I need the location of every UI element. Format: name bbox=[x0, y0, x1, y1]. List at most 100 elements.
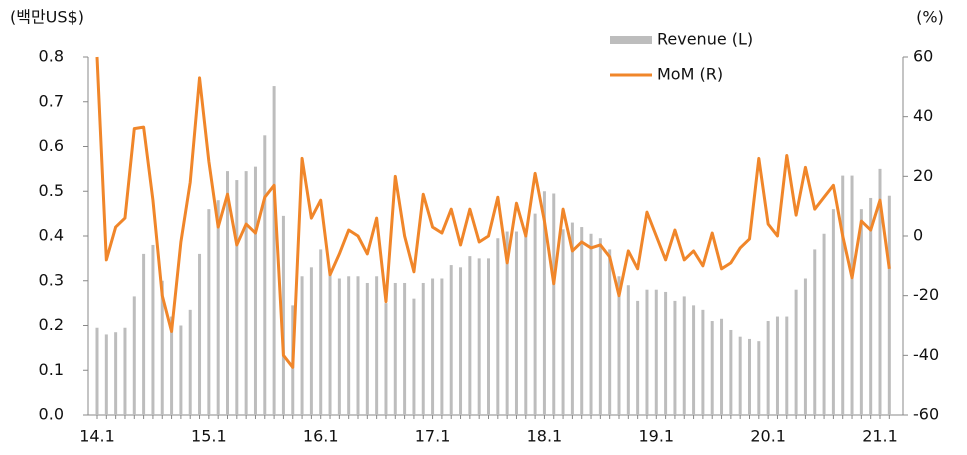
y2-tick-label: 20 bbox=[913, 166, 933, 185]
bar bbox=[142, 253, 146, 415]
bar bbox=[132, 296, 136, 415]
bar bbox=[598, 238, 602, 415]
bar bbox=[887, 195, 891, 415]
bar bbox=[524, 236, 528, 415]
bar bbox=[123, 327, 127, 415]
bar bbox=[477, 258, 481, 415]
y-tick-label: 0.8 bbox=[39, 47, 64, 66]
bar bbox=[794, 289, 798, 415]
bar bbox=[496, 238, 500, 415]
y-tick-label: 0.5 bbox=[39, 181, 64, 200]
bar bbox=[589, 233, 593, 415]
bar bbox=[160, 280, 164, 415]
x-tick-label: 21.1 bbox=[862, 427, 898, 446]
y-tick-label: 0.1 bbox=[39, 360, 64, 379]
y-tick-label: 0.2 bbox=[39, 315, 64, 334]
x-tick-label: 19.1 bbox=[638, 427, 674, 446]
bar bbox=[710, 321, 714, 415]
bar bbox=[281, 215, 285, 415]
bar bbox=[375, 276, 379, 415]
bar bbox=[692, 305, 696, 415]
y2-axis-label: (%) bbox=[916, 8, 944, 27]
bar bbox=[263, 135, 267, 415]
y2-tick-label: 40 bbox=[913, 106, 933, 125]
bar bbox=[542, 191, 546, 415]
bar bbox=[188, 309, 192, 415]
bar bbox=[664, 291, 668, 415]
bar bbox=[235, 180, 239, 415]
bar bbox=[869, 197, 873, 415]
y-tick-label: 0.6 bbox=[39, 136, 64, 155]
bar bbox=[775, 316, 779, 415]
bar bbox=[729, 329, 733, 415]
bar bbox=[393, 282, 397, 415]
x-tick-label: 16.1 bbox=[303, 427, 339, 446]
bar bbox=[748, 338, 751, 415]
bar bbox=[356, 276, 360, 415]
bar bbox=[617, 276, 621, 415]
y2-tick-label: -20 bbox=[913, 285, 939, 304]
bar bbox=[309, 267, 313, 415]
bar bbox=[831, 209, 835, 415]
bar bbox=[552, 193, 556, 415]
legend-swatch bbox=[610, 36, 652, 44]
y2-tick-label: -40 bbox=[913, 345, 939, 364]
x-tick-label: 20.1 bbox=[750, 427, 786, 446]
bar bbox=[95, 327, 99, 415]
bar bbox=[151, 244, 155, 415]
bar bbox=[487, 258, 490, 415]
y2-tick-label: 0 bbox=[913, 226, 923, 245]
bar bbox=[673, 300, 677, 415]
bar bbox=[878, 168, 882, 415]
bar bbox=[272, 86, 276, 416]
y-tick-label: 0.4 bbox=[39, 226, 64, 245]
bar bbox=[412, 298, 416, 415]
bar bbox=[179, 325, 183, 415]
mom-line bbox=[95, 56, 891, 369]
bar bbox=[449, 265, 453, 415]
bar bbox=[319, 249, 323, 415]
bar bbox=[636, 300, 640, 415]
x-tick-label: 15.1 bbox=[191, 427, 227, 446]
y-axis-label: (백만US$) bbox=[10, 8, 84, 27]
bar bbox=[720, 318, 724, 415]
bar bbox=[421, 282, 425, 415]
y2-tick-label: -60 bbox=[913, 405, 939, 424]
bar bbox=[766, 321, 770, 415]
bar bbox=[198, 253, 202, 415]
bar bbox=[841, 175, 845, 415]
bar bbox=[253, 166, 257, 415]
bar bbox=[570, 222, 574, 415]
y2-tick-label: 60 bbox=[913, 47, 933, 66]
bar bbox=[850, 175, 854, 415]
bar bbox=[608, 249, 612, 415]
bar bbox=[216, 200, 220, 415]
bar bbox=[580, 227, 584, 415]
bar bbox=[757, 341, 761, 415]
legend-label: Revenue (L) bbox=[657, 30, 753, 49]
x-tick-label: 18.1 bbox=[527, 427, 563, 446]
bar bbox=[440, 278, 444, 415]
bar bbox=[813, 249, 817, 415]
bar bbox=[682, 296, 686, 415]
bar bbox=[803, 278, 807, 415]
bar bbox=[403, 282, 407, 415]
y-tick-label: 0.7 bbox=[39, 91, 64, 110]
bar bbox=[654, 289, 658, 415]
bar bbox=[365, 282, 369, 415]
bar bbox=[514, 231, 518, 415]
bar bbox=[347, 276, 351, 415]
bar bbox=[300, 276, 304, 415]
bar bbox=[170, 316, 174, 415]
bar bbox=[533, 213, 537, 415]
bar bbox=[459, 267, 463, 415]
bar bbox=[207, 209, 211, 415]
bar bbox=[738, 336, 742, 415]
bar bbox=[114, 332, 118, 415]
bar bbox=[505, 231, 509, 415]
bar bbox=[244, 171, 248, 415]
x-tick-label: 14.1 bbox=[79, 427, 115, 446]
bar bbox=[645, 289, 649, 415]
bar bbox=[337, 278, 341, 415]
